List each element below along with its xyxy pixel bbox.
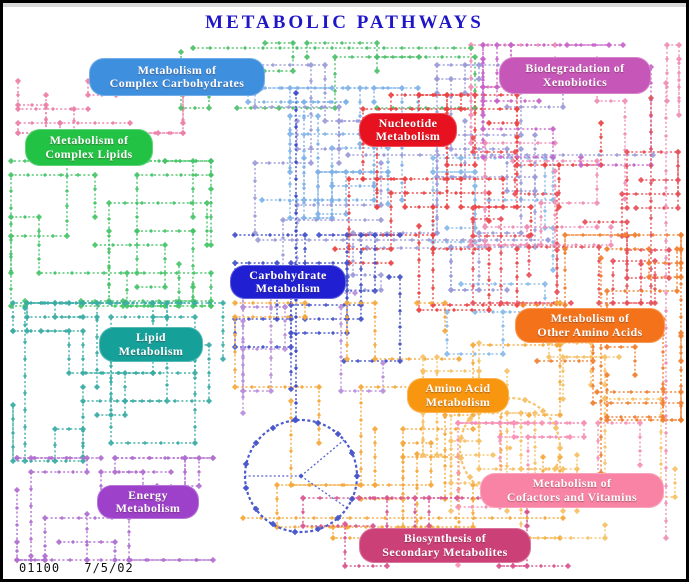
map-date: 7/5/02 xyxy=(84,561,134,575)
label-line: Amino Acid xyxy=(425,381,491,396)
pathway-label-complex-carbohydrates[interactable]: Metabolism of Complex Carbohydrates xyxy=(89,58,265,96)
label-line: Metabolism xyxy=(118,343,184,358)
label-line: Lipid xyxy=(135,330,167,345)
top-edge-strip xyxy=(3,3,686,7)
label-line: Metabolism of xyxy=(532,476,612,491)
label-line: Metabolism xyxy=(115,501,181,515)
pathway-label-cofactors-vitamins[interactable]: Metabolism of Cofactors and Vitamins xyxy=(480,473,664,508)
label-line: Energy xyxy=(128,487,168,502)
label-line: Carbohydrate xyxy=(249,267,327,282)
label-line: Metabolism xyxy=(425,394,491,409)
network-layer xyxy=(7,39,685,570)
label-line: Complex Lipids xyxy=(45,146,133,161)
map-footer: 01100 7/5/02 xyxy=(19,561,134,575)
pathway-label-nucleotide[interactable]: Nucleotide Metabolism xyxy=(359,113,457,147)
label-line: Biodegradation of xyxy=(525,61,625,76)
page-title: METABOLIC PATHWAYS xyxy=(205,12,484,33)
pathway-label-xenobiotics[interactable]: Biodegradation of Xenobiotics xyxy=(499,57,651,94)
pathway-label-complex-lipids[interactable]: Metabolism of Complex Lipids xyxy=(25,129,153,166)
label-line: Other Amino Acids xyxy=(537,324,643,339)
pathway-label-lipid[interactable]: Lipid Metabolism xyxy=(99,327,203,362)
pathway-label-energy[interactable]: Energy Metabolism xyxy=(97,485,199,519)
label-line: Metabolism of xyxy=(137,62,217,77)
label-line: Biosynthesis of xyxy=(403,531,487,546)
pathway-label-other-amino-acids[interactable]: Metabolism of Other Amino Acids xyxy=(515,308,665,343)
label-line: Xenobiotics xyxy=(542,74,608,89)
pathway-network-canvas xyxy=(7,39,685,570)
label-line: Nucleotide xyxy=(378,115,438,130)
label-line: Cofactors and Vitamins xyxy=(506,489,638,504)
label-line: Metabolism of xyxy=(550,311,630,326)
pathway-label-amino-acid[interactable]: Amino Acid Metabolism xyxy=(407,378,509,413)
label-line: Metabolism xyxy=(375,129,441,143)
label-line: Secondary Metabolites xyxy=(382,544,508,559)
label-line: Metabolism of xyxy=(49,133,129,148)
label-line: Complex Carbohydrates xyxy=(109,76,245,90)
map-number: 01100 xyxy=(19,561,61,575)
pathway-label-secondary-metabolites[interactable]: Biosynthesis of Secondary Metabolites xyxy=(359,528,531,563)
pathway-label-carbohydrate[interactable]: Carbohydrate Metabolism xyxy=(230,265,346,299)
label-line: Metabolism xyxy=(255,281,321,295)
